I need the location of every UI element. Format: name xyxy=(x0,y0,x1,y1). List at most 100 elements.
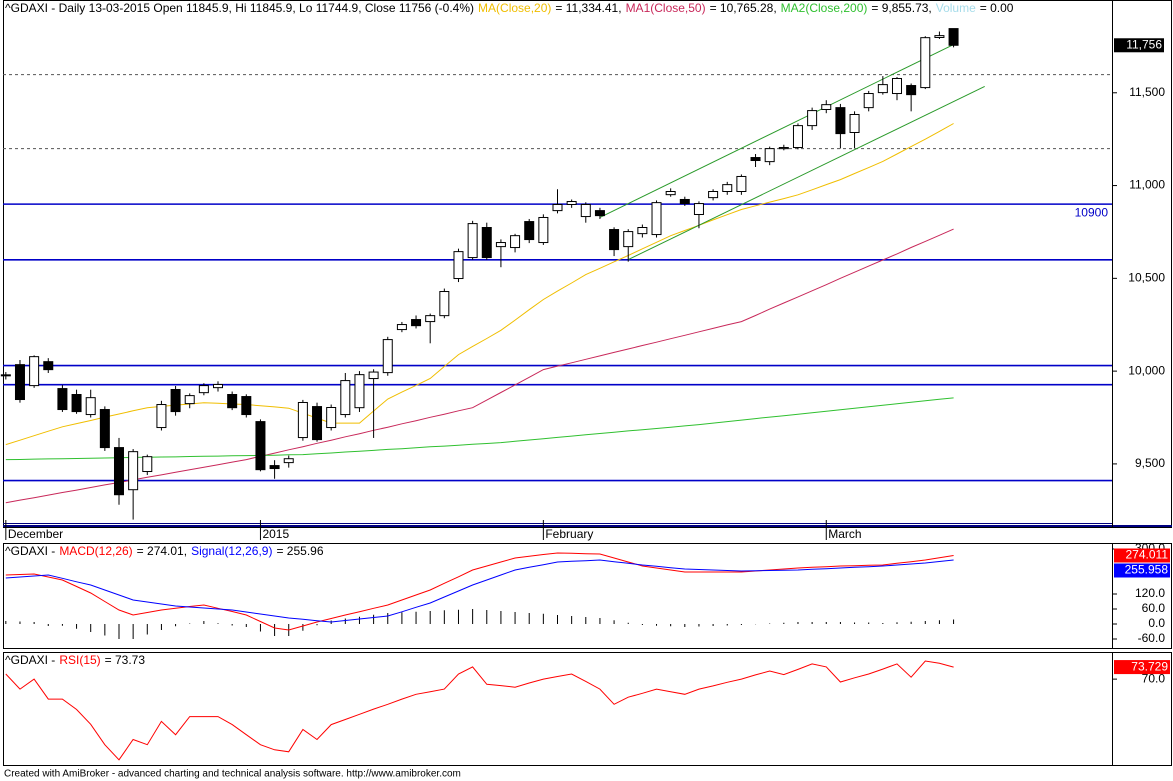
rsi-panel-frame xyxy=(3,652,1172,766)
panel-header: ^GDAXI - MACD(12,26) = 274.01, Signal(12,26… xyxy=(5,544,324,558)
candle-body xyxy=(651,202,662,236)
candle-body xyxy=(693,203,704,216)
candle-body xyxy=(552,203,563,212)
candle-body xyxy=(708,191,719,199)
candle-body xyxy=(623,231,634,248)
legend-value: = 11,334.41, xyxy=(555,1,621,15)
candle-body xyxy=(283,458,294,464)
candle-body xyxy=(467,223,478,259)
y-tick-label: 60.0 xyxy=(1142,601,1166,615)
candle-body xyxy=(269,465,280,470)
last-price-label: 11,756 xyxy=(1126,37,1162,51)
candle-body xyxy=(57,388,68,411)
y-tick-label: 11,000 xyxy=(1129,178,1165,192)
panel-header: ^GDAXI - Daily 13-03-2015 Open 11845.9, … xyxy=(5,1,1014,15)
panel-header: ^GDAXI - RSI(15) = 73.73 xyxy=(5,653,145,667)
value-badge xyxy=(1114,660,1170,675)
candle-body xyxy=(255,421,266,471)
candle-body xyxy=(679,198,690,205)
candle-body xyxy=(439,291,450,317)
legend-entry: MA(Close,20) xyxy=(478,1,551,15)
series-line xyxy=(5,552,954,631)
trend-line xyxy=(599,44,954,218)
candle-body xyxy=(411,319,422,327)
candle-body xyxy=(198,385,209,394)
candle-body xyxy=(213,383,224,389)
legend-entry: MA2(Close,200) xyxy=(781,1,868,15)
candle-body xyxy=(382,339,393,374)
legend-value: = 10,765.28, xyxy=(710,1,777,15)
candle-body xyxy=(736,175,747,193)
candle-body xyxy=(821,104,832,110)
candle-body xyxy=(312,406,323,441)
legend-value: = 0.00 xyxy=(980,1,1014,15)
series-line xyxy=(5,559,954,623)
series-line xyxy=(5,660,954,761)
series-line xyxy=(5,228,954,504)
y-tick-label: 0.0 xyxy=(1148,616,1165,630)
candle-body xyxy=(891,77,902,95)
candle-body xyxy=(906,85,917,96)
y-tick-label: -60.0 xyxy=(1138,631,1166,645)
candle-body xyxy=(241,396,252,416)
last-price-badge xyxy=(1114,38,1164,53)
legend-entry: Signal(12,26,9) xyxy=(191,544,272,558)
candle-body xyxy=(297,401,308,439)
x-tick-label: February xyxy=(545,527,593,541)
macd-panel-frame xyxy=(3,543,1172,649)
candle-body xyxy=(580,203,591,218)
candle-body xyxy=(14,364,25,401)
candle-body xyxy=(368,371,379,380)
candle-body xyxy=(594,210,605,217)
candle-body xyxy=(43,361,54,371)
candle-body xyxy=(665,191,676,196)
candle-body xyxy=(170,388,181,413)
header-title: ^GDAXI - Daily 13-03-2015 Open 11845.9, … xyxy=(5,1,474,15)
candle-body xyxy=(227,394,238,409)
candle-body xyxy=(948,28,959,46)
legend-value: = 9,855.73, xyxy=(871,1,931,15)
value-badge-label: 73.729 xyxy=(1131,659,1168,673)
candle-body xyxy=(920,37,931,89)
candle-body xyxy=(29,356,40,387)
x-tick-label: December xyxy=(8,527,63,541)
candle-body xyxy=(128,451,139,491)
candle-body xyxy=(863,93,874,109)
candle-body xyxy=(609,229,620,251)
value-badge xyxy=(1114,548,1170,563)
footer: Created with AmiBroker - advanced charti… xyxy=(4,769,461,780)
candle-body xyxy=(354,374,365,409)
y-tick-label: 10,500 xyxy=(1128,271,1165,285)
candle-body xyxy=(85,397,96,416)
candle-body xyxy=(326,406,337,429)
candle-body xyxy=(792,125,803,149)
candle-body xyxy=(934,35,945,38)
candle-body xyxy=(849,113,860,133)
value-badge xyxy=(1114,563,1170,578)
trend-line xyxy=(628,86,985,261)
candle-body xyxy=(750,157,761,162)
candle-body xyxy=(877,84,888,94)
legend-value: = 73.73 xyxy=(105,653,146,667)
price-panel-frame xyxy=(3,0,1172,528)
candle-body xyxy=(184,395,195,405)
header-title: ^GDAXI - xyxy=(5,653,55,667)
candle-body xyxy=(0,374,11,377)
candle-body xyxy=(510,235,521,249)
legend-value: = 255.96 xyxy=(276,544,323,558)
value-badge-label: 255.958 xyxy=(1125,563,1169,577)
legend-entry: MACD(12,26) xyxy=(59,544,132,558)
candle-body xyxy=(524,221,535,241)
candle-body xyxy=(142,456,153,473)
candle-body xyxy=(113,447,124,496)
candle-body xyxy=(835,107,846,135)
x-tick-label: March xyxy=(828,527,861,541)
value-badge-label: 274.011 xyxy=(1126,548,1169,562)
candle-body xyxy=(340,380,351,416)
candle-body xyxy=(495,242,506,248)
legend-entry: MA1(Close,50) xyxy=(626,1,706,15)
candle-body xyxy=(538,216,549,244)
